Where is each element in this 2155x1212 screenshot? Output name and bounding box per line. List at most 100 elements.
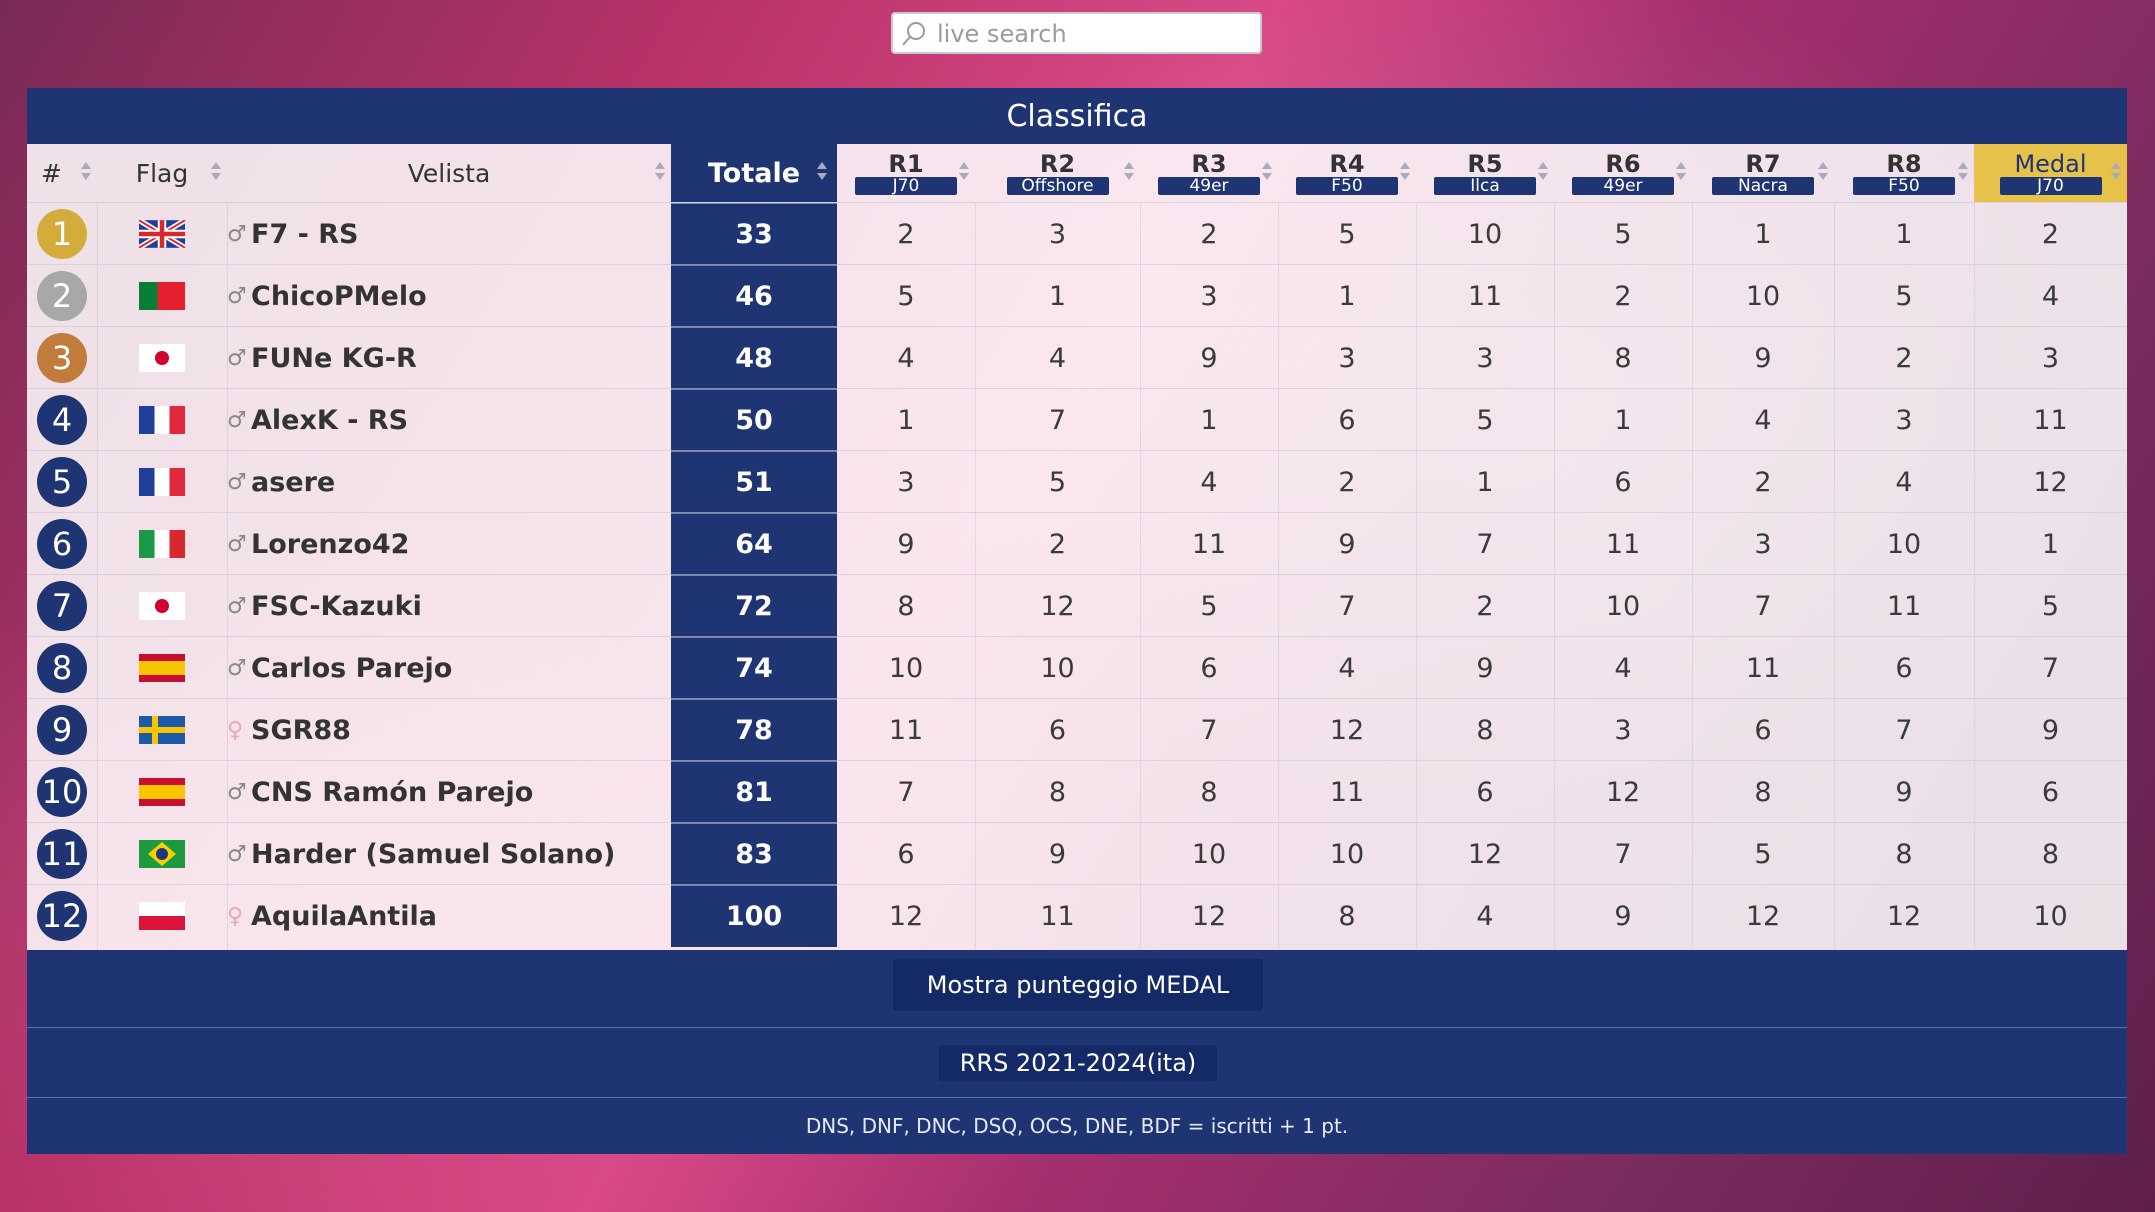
male-icon: ♂ (227, 531, 247, 557)
rank-cell: 9 (27, 699, 97, 761)
race-boat-class: Offshore (1006, 177, 1109, 195)
sailor-cell[interactable]: ♀ AquilaAntila (227, 885, 671, 947)
race-score-r8: 8 (1895, 838, 1913, 870)
sailor-cell[interactable]: ♂ Carlos Parejo (227, 637, 671, 699)
rank-badge: 9 (37, 705, 87, 755)
race-score-r3: 11 (1191, 528, 1227, 560)
live-search-box[interactable] (891, 12, 1262, 54)
race-boat-class: F50 (1296, 177, 1398, 195)
header-race-medal[interactable]: Medal J70 (1974, 144, 2127, 202)
race-score-r4: 10 (1329, 838, 1365, 870)
total-cell: 74 (671, 637, 837, 699)
search-icon (902, 22, 925, 46)
header-race-r3[interactable]: R3 49er (1140, 144, 1278, 202)
race-score-r2: 10 (1040, 652, 1075, 684)
header-sailor[interactable]: Velista (227, 144, 671, 202)
sailor-cell[interactable]: ♂ Harder (Samuel Solano) (227, 823, 671, 885)
header-race-r6[interactable]: R6 49er (1554, 144, 1692, 202)
flag-cell (97, 203, 227, 265)
flag-cell (97, 637, 227, 699)
header-rank[interactable]: # (27, 144, 97, 202)
sort-icon[interactable] (1538, 162, 1548, 182)
sort-icon[interactable] (655, 162, 665, 182)
male-icon: ♂ (227, 283, 247, 309)
flag-pt-icon (139, 282, 185, 310)
sailor-name: SGR88 (251, 714, 351, 746)
race-score-r7: 5 (1754, 838, 1772, 870)
rrs-rules-button[interactable]: RRS 2021-2024(ita) (939, 1045, 1217, 1081)
sort-icon[interactable] (1676, 162, 1686, 182)
race-score-r5: 5 (1476, 404, 1494, 436)
sort-icon[interactable] (1958, 162, 1968, 182)
rank-badge: 7 (37, 581, 87, 631)
sailor-cell[interactable]: ♂ CNS Ramón Parejo (227, 761, 671, 823)
male-icon: ♂ (227, 593, 247, 619)
race-score-r7: 7 (1754, 590, 1772, 622)
sailor-cell[interactable]: ♂ asere (227, 451, 671, 513)
sailor-cell[interactable]: ♂ Lorenzo42 (227, 513, 671, 575)
sort-icon[interactable] (1124, 162, 1134, 182)
column-divider (97, 202, 98, 950)
sort-icon[interactable] (1818, 162, 1828, 182)
total-cell: 100 (671, 885, 837, 947)
show-medal-score-button[interactable]: Mostra punteggio MEDAL (893, 959, 1263, 1011)
female-icon: ♀ (227, 717, 244, 743)
race-score-r3: 7 (1200, 714, 1218, 746)
total-cell: 81 (671, 761, 837, 823)
header-total[interactable]: Totale (671, 144, 837, 202)
sort-icon[interactable] (1262, 162, 1272, 182)
race-score-r4: 12 (1329, 714, 1365, 746)
flag-fr-icon (139, 468, 185, 496)
column-divider (1974, 202, 1975, 950)
sailor-cell[interactable]: ♀ SGR88 (227, 699, 671, 761)
race-score-r8: 3 (1895, 404, 1913, 436)
race-score-r8: 5 (1895, 280, 1913, 312)
rank-cell: 3 (27, 327, 97, 389)
sort-icon[interactable] (959, 162, 969, 182)
male-icon: ♂ (227, 469, 247, 495)
sort-icon[interactable] (81, 162, 91, 182)
header-race-r7[interactable]: R7 Nacra (1692, 144, 1834, 202)
male-icon: ♂ (227, 655, 247, 681)
sort-icon[interactable] (1400, 162, 1410, 182)
sailor-cell[interactable]: ♂ ChicoPMelo (227, 265, 671, 327)
sailor-name: Carlos Parejo (251, 652, 453, 684)
header-sailor-label: Velista (407, 158, 491, 188)
search-input[interactable] (935, 14, 1259, 54)
sailor-cell[interactable]: ♂ FSC-Kazuki (227, 575, 671, 637)
column-divider (1278, 202, 1279, 950)
header-race-r1[interactable]: R1 J70 (837, 144, 975, 202)
race-score-r3: 4 (1200, 466, 1218, 498)
header-race-r4[interactable]: R4 F50 (1278, 144, 1416, 202)
race-score-r5: 10 (1467, 218, 1503, 250)
medal-footer: Mostra punteggio MEDAL (27, 950, 2127, 1028)
sailor-cell[interactable]: ♂ AlexK - RS (227, 389, 671, 451)
rank-badge: 12 (37, 891, 87, 941)
header-race-r8[interactable]: R8 F50 (1834, 144, 1974, 202)
sailor-cell[interactable]: ♂ F7 - RS (227, 203, 671, 265)
race-boat-class: J70 (855, 177, 957, 195)
sort-icon[interactable] (2111, 162, 2121, 182)
race-score-r1: 5 (897, 280, 915, 312)
sailor-cell[interactable]: ♂ FUNe KG-R (227, 327, 671, 389)
flag-cell (97, 389, 227, 451)
rank-badge: 5 (37, 457, 87, 507)
rank-badge: 4 (37, 395, 87, 445)
rank-badge: 8 (37, 643, 87, 693)
race-score-r7: 12 (1745, 900, 1781, 932)
sailor-name: Lorenzo42 (251, 528, 410, 560)
race-score-r3: 1 (1200, 404, 1218, 436)
race-score-r5: 9 (1476, 652, 1494, 684)
sort-icon[interactable] (817, 162, 827, 182)
header-race-r5[interactable]: R5 Ilca (1416, 144, 1554, 202)
rules-footer: RRS 2021-2024(ita) (27, 1028, 2127, 1098)
race-score-r8: 10 (1886, 528, 1922, 560)
race-score-r4: 1 (1338, 280, 1356, 312)
race-score-r6: 6 (1614, 466, 1632, 498)
race-score-r3: 12 (1191, 900, 1227, 932)
race-score-r8: 4 (1895, 466, 1913, 498)
header-flag[interactable]: Flag (97, 144, 227, 202)
sort-icon[interactable] (211, 162, 221, 182)
header-race-r2[interactable]: R2 Offshore (975, 144, 1140, 202)
flag-cell (97, 699, 227, 761)
